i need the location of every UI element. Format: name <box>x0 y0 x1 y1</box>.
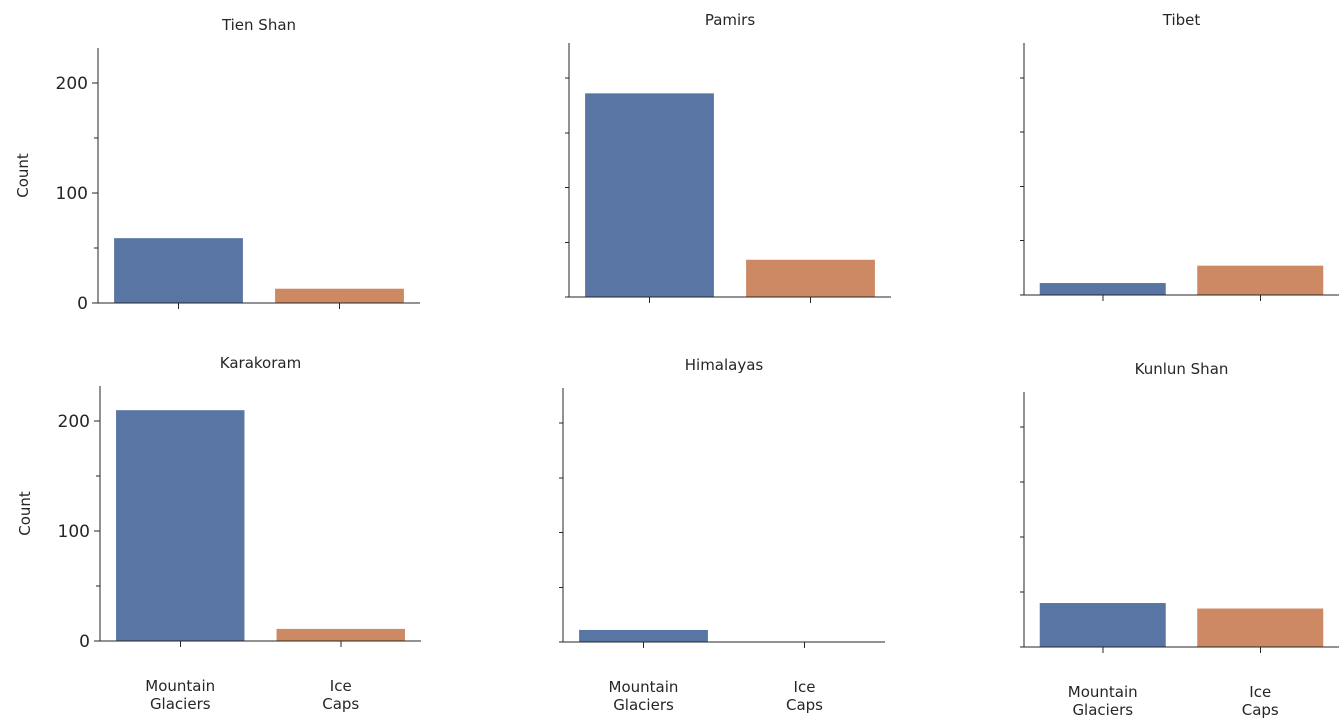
bar-mountain-glaciers <box>1039 283 1166 295</box>
panel-title: Tibet <box>1162 11 1201 29</box>
y-tick-label: 100 <box>58 522 90 542</box>
bar-mountain-glaciers <box>116 410 245 641</box>
bar-mountain-glaciers <box>1039 603 1166 647</box>
facet-panel-6: Kunlun Shan Mountain Glaciers Ice Caps <box>1020 360 1339 719</box>
x-tick-label-line: Caps <box>1242 701 1279 719</box>
x-tick-label-line: Mountain <box>145 677 215 695</box>
x-tick-label-line: Mountain <box>1068 683 1138 701</box>
x-tick-label-line: Ice <box>794 678 816 696</box>
bar-mountain-glaciers <box>585 93 714 298</box>
facet-panel-2: Pamirs <box>565 11 891 303</box>
bar-ice-caps <box>276 628 405 641</box>
panel-title: Karakoram <box>220 354 301 372</box>
panel-title: Kunlun Shan <box>1135 360 1229 378</box>
bar-mountain-glaciers <box>114 238 243 303</box>
y-axis-label: Count <box>14 153 32 198</box>
y-tick-label: 200 <box>56 74 88 94</box>
bar-mountain-glaciers <box>579 629 708 642</box>
x-tick-label-line: Caps <box>786 696 823 714</box>
panel-title: Tien Shan <box>221 16 296 34</box>
y-tick-label: 0 <box>77 294 88 314</box>
x-tick-label-line: Ice <box>1249 683 1271 701</box>
facet-panel-3: Tibet <box>1020 11 1339 301</box>
x-tick-label-line: Ice <box>330 677 352 695</box>
y-tick-label: 200 <box>58 412 90 432</box>
facet-panel-5: Himalayas Mountain Glaciers Ice Caps <box>559 356 885 714</box>
x-tick-label: Ice Caps <box>786 678 823 714</box>
y-tick-label: 0 <box>79 632 90 652</box>
bar-ice-caps <box>1197 608 1324 647</box>
panel-title: Pamirs <box>705 11 756 29</box>
bar-ice-caps <box>1197 265 1324 295</box>
x-tick-label: Ice Caps <box>1242 683 1279 719</box>
x-tick-label-line: Glaciers <box>613 696 674 714</box>
facet-panel-1: Tien Shan 0 100 200 Count <box>14 16 420 314</box>
x-tick-label: Ice Caps <box>322 677 359 713</box>
x-tick-label-line: Caps <box>322 695 359 713</box>
bar-ice-caps <box>275 288 404 303</box>
y-axis-label: Count <box>16 491 34 536</box>
panel-title: Himalayas <box>685 356 764 374</box>
x-tick-label: Mountain Glaciers <box>145 677 215 713</box>
bar-ice-caps <box>746 259 875 297</box>
y-tick-label: 100 <box>56 184 88 204</box>
x-tick-label-line: Glaciers <box>1072 701 1133 719</box>
x-tick-label-line: Mountain <box>609 678 679 696</box>
x-tick-label-line: Glaciers <box>150 695 211 713</box>
x-tick-label: Mountain Glaciers <box>609 678 679 714</box>
x-tick-label: Mountain Glaciers <box>1068 683 1138 719</box>
facet-panel-4: Karakoram 0 100 200 Count Mountain Glaciers Ice… <box>16 354 421 713</box>
